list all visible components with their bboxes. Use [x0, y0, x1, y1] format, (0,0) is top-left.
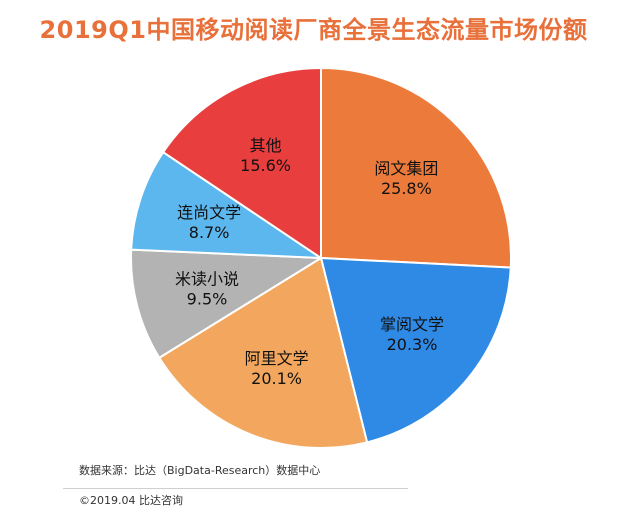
- copyright-note: ©2019.04 比达咨询: [79, 494, 183, 507]
- slice-value-label: 20.1%: [251, 369, 302, 388]
- footer-divider: [63, 488, 408, 489]
- slice-name-label: 其他: [250, 136, 282, 155]
- slice-name-label: 连尚文学: [177, 203, 241, 222]
- slice-value-label: 8.7%: [189, 223, 230, 242]
- pie-slice-掌阅文学: [320, 257, 512, 444]
- slice-label-阅文集团: 阅文集团 25.8%: [374, 159, 438, 198]
- slice-name-label: 阅文集团: [374, 159, 438, 178]
- slice-value-label: 25.8%: [381, 179, 432, 198]
- pie-slice-阿里文学: [158, 257, 369, 449]
- slice-name-label: 米读小说: [175, 270, 239, 289]
- pie-slice-米读小说: [130, 248, 322, 359]
- slice-name-label: 掌阅文学: [380, 315, 444, 334]
- slice-label-阿里文学: 阿里文学 20.1%: [245, 349, 309, 388]
- slice-label-米读小说: 米读小说 9.5%: [175, 270, 239, 309]
- pie-slice-其他: [162, 67, 322, 259]
- data-source-note: 数据来源：比达（BigData-Research）数据中心: [79, 464, 321, 477]
- slice-value-label: 20.3%: [387, 335, 438, 354]
- slice-value-label: 15.6%: [240, 156, 291, 175]
- pie-slice-阅文集团: [320, 67, 512, 269]
- chart-footer: 数据来源：比达（BigData-Research）数据中心 ©2019.04 比…: [63, 460, 408, 509]
- slice-label-掌阅文学: 掌阅文学 20.3%: [380, 315, 444, 354]
- slice-value-label: 9.5%: [187, 290, 228, 309]
- slice-name-label: 阿里文学: [245, 349, 309, 368]
- pie-slice-连尚文学: [130, 151, 322, 259]
- chart-title: 2019Q1中国移动阅读厂商全景生态流量市场份额: [39, 16, 588, 44]
- slice-label-其他: 其他 15.6%: [240, 136, 291, 175]
- slice-label-连尚文学: 连尚文学 8.7%: [177, 203, 241, 242]
